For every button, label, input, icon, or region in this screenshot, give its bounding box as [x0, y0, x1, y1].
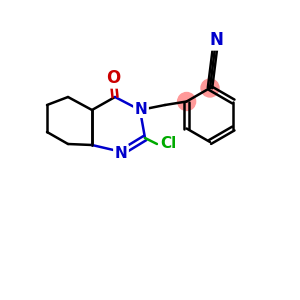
Circle shape	[178, 92, 196, 110]
Text: N: N	[135, 101, 147, 116]
Text: N: N	[115, 146, 128, 160]
Text: O: O	[106, 69, 120, 87]
Text: N: N	[209, 31, 223, 49]
Text: Cl: Cl	[160, 136, 176, 152]
Circle shape	[201, 79, 219, 97]
